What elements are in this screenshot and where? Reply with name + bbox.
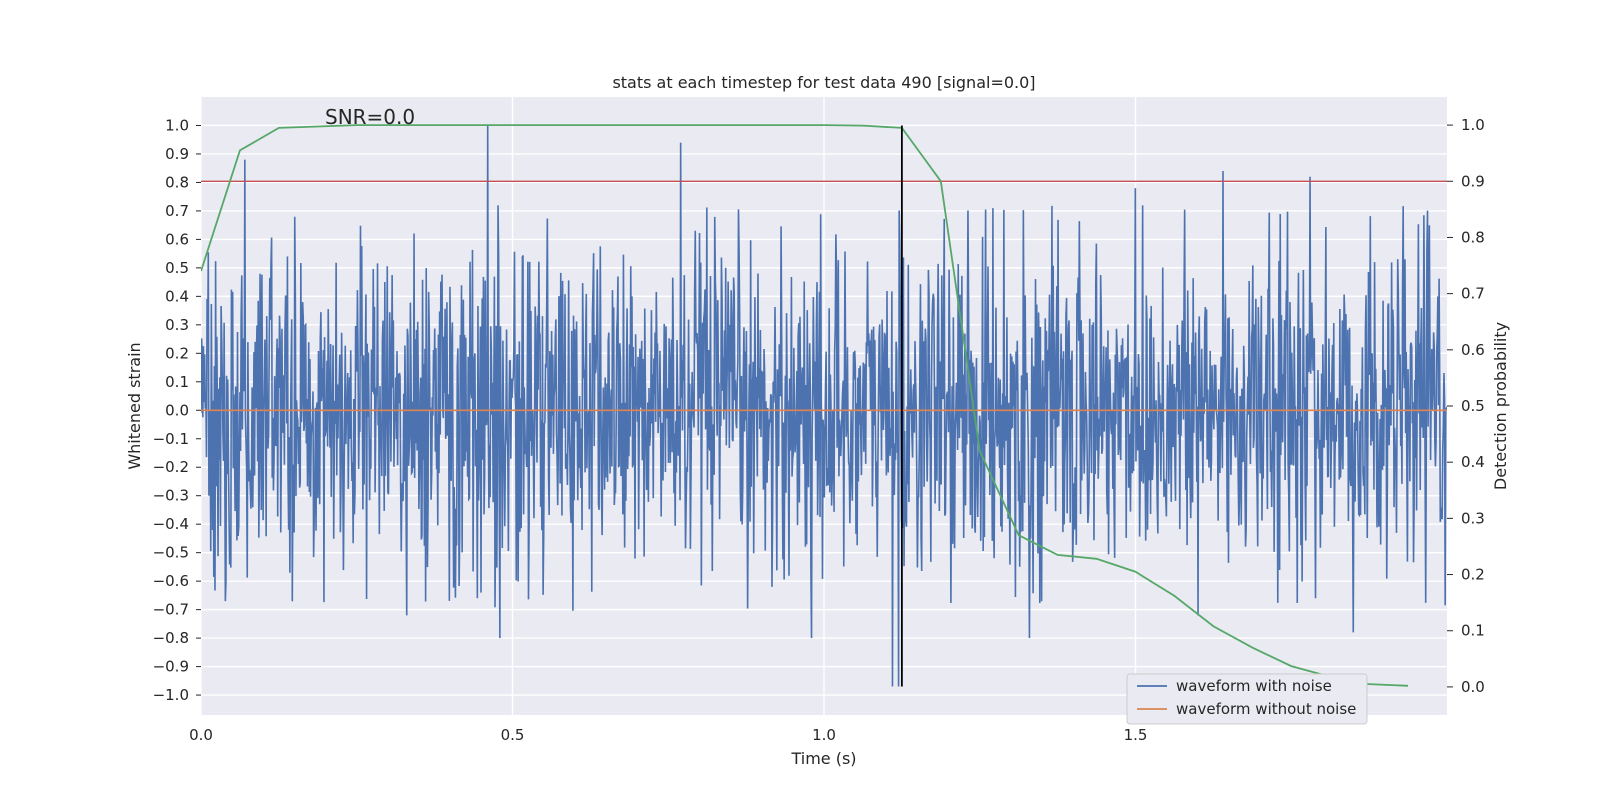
x-tick-label: 1.0 bbox=[812, 726, 836, 744]
y-tick-label: −1.0 bbox=[153, 686, 189, 704]
y-right-tick-label: 0.0 bbox=[1461, 678, 1485, 696]
y-right-axis-label: Detection probability bbox=[1491, 322, 1510, 490]
y-right-tick-label: 0.5 bbox=[1461, 397, 1485, 415]
x-tick-label: 0.0 bbox=[189, 726, 213, 744]
y-tick-label: 0.4 bbox=[165, 287, 189, 305]
y-tick-label: 0.5 bbox=[165, 259, 189, 277]
y-tick-label: −0.5 bbox=[153, 544, 189, 562]
y-tick-label: −0.8 bbox=[153, 629, 189, 647]
y-right-tick-label: 0.6 bbox=[1461, 341, 1485, 359]
y-tick-label: 0.2 bbox=[165, 344, 189, 362]
detection-probability-line bbox=[201, 124, 1409, 687]
y-tick-label: 0.0 bbox=[165, 401, 189, 419]
y-right-tick-label: 0.3 bbox=[1461, 509, 1485, 527]
y-tick-label: −0.2 bbox=[153, 458, 189, 476]
y-right-tick-label: 0.2 bbox=[1461, 566, 1485, 584]
y-tick-label: 0.3 bbox=[165, 316, 189, 334]
x-tick-label: 0.5 bbox=[501, 726, 525, 744]
legend-label-clean: waveform without noise bbox=[1176, 700, 1356, 718]
x-tick-label: 1.5 bbox=[1124, 726, 1148, 744]
y-right-tick-label: 0.7 bbox=[1461, 285, 1485, 303]
y-tick-label: −0.6 bbox=[153, 572, 189, 590]
y-tick-label: 0.7 bbox=[165, 202, 189, 220]
x-axis-label: Time (s) bbox=[790, 749, 856, 768]
y-tick-label: 0.6 bbox=[165, 230, 189, 248]
y-tick-label: −0.7 bbox=[153, 601, 189, 619]
y-tick-label: −0.9 bbox=[153, 658, 189, 676]
y-axis-label: Whitened strain bbox=[125, 342, 144, 469]
y-right-tick-label: 0.8 bbox=[1461, 228, 1485, 246]
y-right-tick-label: 1.0 bbox=[1461, 116, 1485, 134]
y-tick-label: 0.8 bbox=[165, 173, 189, 191]
chart-title: stats at each timestep for test data 490… bbox=[612, 73, 1035, 92]
y-tick-label: −0.3 bbox=[153, 487, 189, 505]
y-tick-label: 0.9 bbox=[165, 145, 189, 163]
y-tick-label: 0.1 bbox=[165, 373, 189, 391]
x-axis-ticks: 0.0 0.5 1.0 1.5 bbox=[189, 726, 1147, 744]
legend-label-noise: waveform with noise bbox=[1176, 677, 1332, 695]
y-tick-label: 1.0 bbox=[165, 116, 189, 134]
y-right-tick-label: 0.1 bbox=[1461, 622, 1485, 640]
legend: waveform with noise waveform without noi… bbox=[1126, 673, 1368, 725]
y-right-tick-label: 0.4 bbox=[1461, 453, 1485, 471]
snr-annotation: SNR=0.0 bbox=[325, 105, 415, 129]
waveform-with-noise-line bbox=[201, 125, 1447, 687]
y-tick-label: −0.4 bbox=[153, 515, 189, 533]
y-axis-ticks: −1.0 −0.9 −0.8 −0.7 −0.6 −0.5 −0.4 −0.3 −0.2 −0.1… bbox=[153, 116, 201, 704]
y-tick-label: −0.1 bbox=[153, 430, 189, 448]
y-right-tick-label: 0.9 bbox=[1461, 172, 1485, 190]
y-right-axis-ticks: 0.0 0.1 0.2 0.3 0.4 0.5 0.6 0.7 0.8 0.9 1.0 bbox=[1447, 116, 1485, 696]
legend-box bbox=[1126, 673, 1368, 725]
